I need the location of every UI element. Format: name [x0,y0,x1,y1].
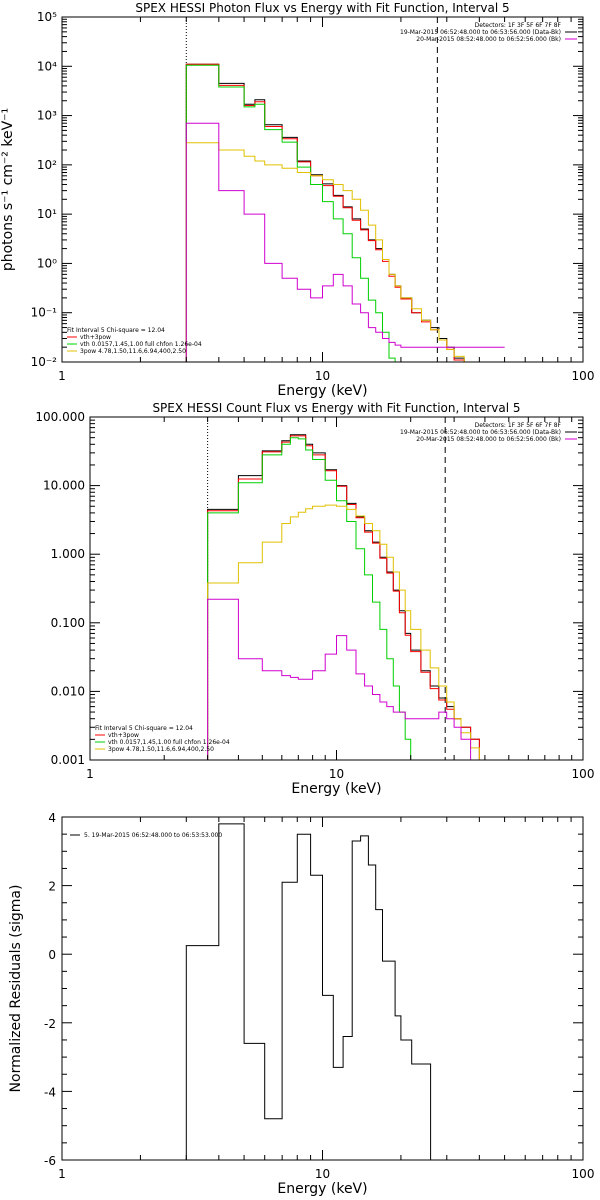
y-tick-label: 1.000 [51,547,85,561]
plot-frame [89,416,584,761]
legend-entry: vth 0.0157,1.45,1.00 full chfon 1.26e-04 [80,341,202,348]
x-axis-label: Energy (keV) [277,1181,367,1197]
x-tick-label: 100 [572,369,595,383]
legend-entry: Detectors: 1F 3F 5F 6F 7F 8F [475,22,562,29]
x-tick-label: 1 [58,369,66,383]
legend-entry: 3pow 4.78,1.50,11.6,6.94,400,2.50 [108,746,214,753]
chart-panel-2: SPEX HESSI Count Flux vs Energy with Fit… [35,401,594,797]
y-tick-label: -6 [44,1154,56,1168]
x-axis-label: Energy (keV) [291,781,381,797]
series-line-3 [207,437,509,760]
x-tick-label: 100 [572,1167,595,1181]
y-tick-label: 10⁰ [37,256,57,270]
legend-entry: 20-Mar-2015 08:52:48.000 to 06:52:56.000… [416,36,561,43]
y-tick-label: 10⁻² [31,355,58,369]
series-line-3 [185,64,505,362]
chart-title: SPEX HESSI Photon Flux vs Energy with Fi… [135,1,509,15]
y-tick-label: 2 [48,880,56,894]
chart-panel-1: SPEX HESSI Photon Flux vs Energy with Fi… [0,1,594,399]
y-axis-label: Normalized Residuals (sigma) [8,885,24,1093]
series-line-1 [207,434,509,760]
y-tick-label: 4 [48,811,56,825]
y-tick-label: 100.000 [35,410,85,424]
y-tick-label: 0.100 [51,616,85,630]
y-tick-label: 10¹ [37,207,57,221]
legend-entry: vth+3pow [108,732,139,739]
x-tick-label: 1 [58,1167,66,1181]
x-tick-label: 100 [572,767,595,781]
legend-entry: Detectors: 1F 3F 5F 6F 7F 8F [475,422,562,429]
chart-panel-3: 1 10 100 -6 -4 -2 0 2 4 Energy (keV) Normalized Re… [8,811,594,1197]
y-tick-label: 10⁵ [37,10,57,24]
x-tick-label: 10 [315,1167,330,1181]
chart-title: SPEX HESSI Count Flux vs Energy with Fit… [152,401,520,415]
y-tick-label: 10⁴ [37,59,57,73]
y-tick-label: 10.000 [43,479,85,493]
series-line-2 [185,63,505,362]
legend-entry: vth+3pow [80,334,111,341]
y-tick-label: 0.010 [51,684,85,698]
y-tick-label: 0 [48,948,56,962]
series-line-1 [185,63,505,362]
y-tick-label: -4 [44,1085,56,1099]
legend-entry: 20-Mar-2015 08:52:48.000 to 06:52:56.000… [416,436,561,443]
x-tick-label: 1 [86,767,94,781]
series-line-1 [185,823,438,1160]
x-tick-label: 10 [329,767,344,781]
series-line-5 [185,122,505,362]
series-line-2 [207,435,509,760]
series-line-4 [207,504,509,760]
y-tick-label: 10³ [37,109,57,123]
x-tick-label: 10 [315,369,330,383]
y-tick-label: 10⁻¹ [31,306,58,320]
legend-entry: 19-Mar-2015 06:52:48.000 to 06:53:56.000… [400,429,561,436]
y-tick-label: 0.001 [51,753,85,767]
x-axis-label: Energy (keV) [277,383,367,399]
legend-entry: Fit Interval 5 Chi-square = 12.04 [67,327,165,334]
y-tick-label: 10² [37,158,57,172]
legend-entry: 5. 19-Mar-2015 06:52:48.000 to 06:53:53.… [84,832,222,839]
legend-entry: vth 0.0157,1.45,1.00 full chfon 1.26e-04 [108,739,230,746]
y-axis-label: photons s⁻¹ cm⁻² keV⁻¹ [0,108,16,271]
series-line-4 [185,142,505,362]
legend-entry: Fit Interval 5 Chi-square = 12.04 [95,725,193,732]
legend-entry: 3pow 4.78,1.50,11.6,6.94,400,2.50 [80,348,186,355]
legend-entry: 19-Mar-2015 06:52:48.000 to 06:53:56.000… [400,29,561,36]
y-tick-label: -2 [44,1017,56,1031]
series-line-5 [207,598,509,760]
